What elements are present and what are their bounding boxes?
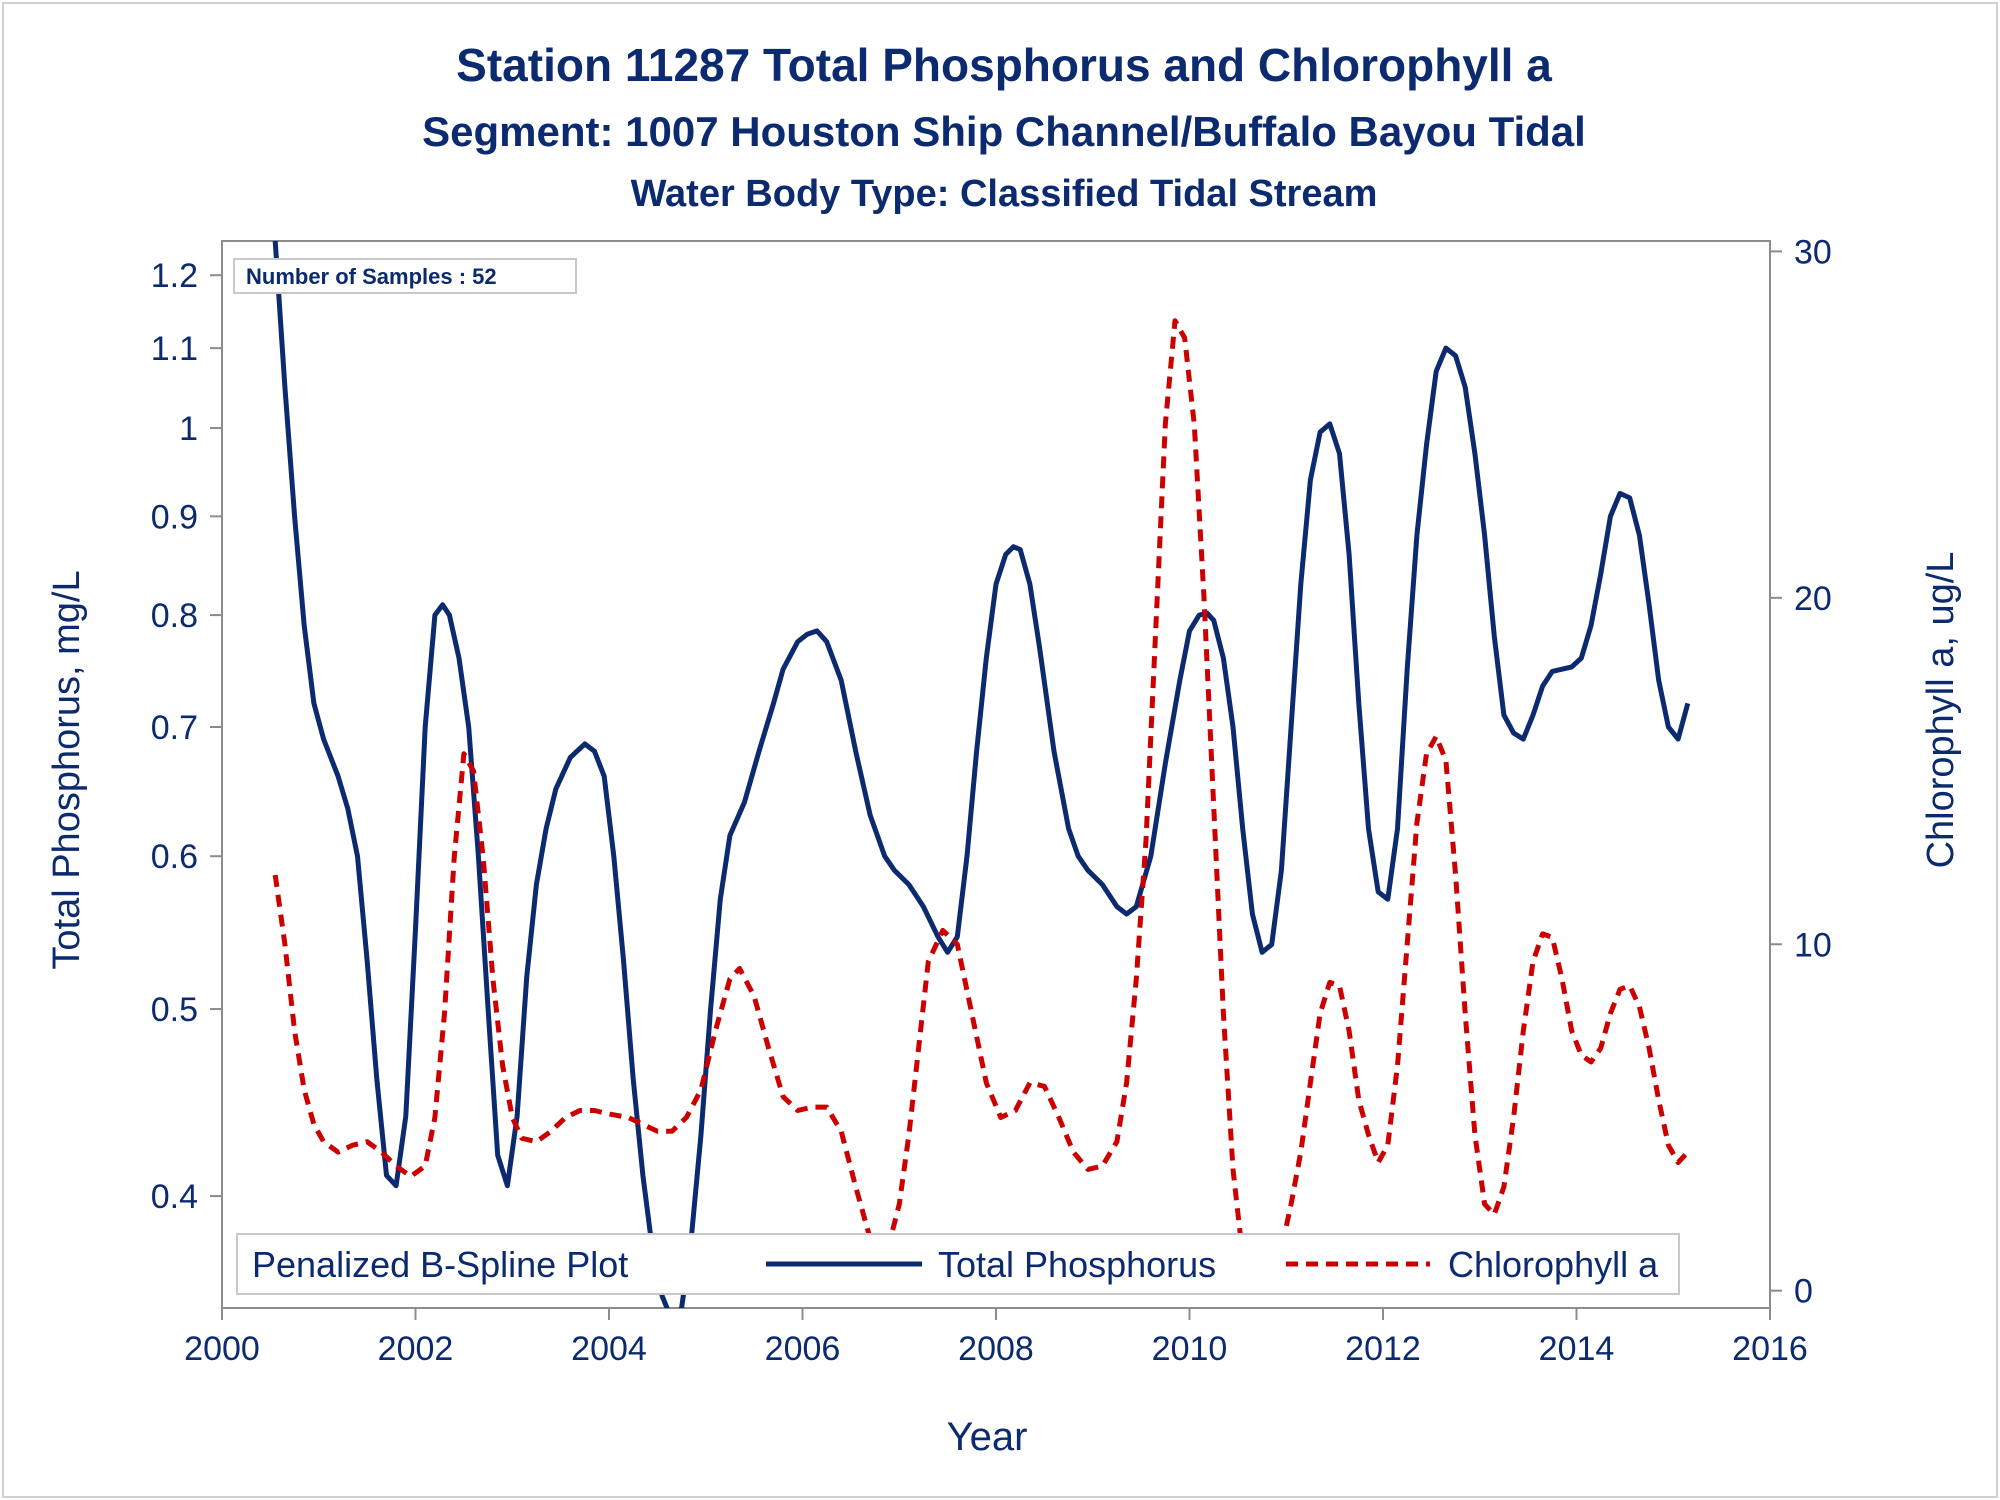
y-right-tick-label: 0 xyxy=(1794,1273,1813,1311)
x-tick-label: 2008 xyxy=(958,1330,1034,1368)
chart-subtitle: Segment: 1007 Houston Ship Channel/Buffa… xyxy=(422,108,1586,155)
y-left-tick-label: 0.9 xyxy=(151,498,198,536)
y-left-tick-label: 0.5 xyxy=(151,991,198,1029)
samples-inset-box xyxy=(233,258,577,294)
y-left-tick-label: 0.6 xyxy=(151,838,198,876)
y-left-tick-label: 0.7 xyxy=(151,709,198,747)
y-left-tick-label: 0.4 xyxy=(151,1178,198,1216)
chart-title: Station 11287 Total Phosphorus and Chlor… xyxy=(456,39,1552,91)
y-right-tick-label: 30 xyxy=(1794,233,1832,271)
series-line-chlorophyll-a xyxy=(272,318,1690,1294)
legend-label-total-phosphorus: Total Phosphorus xyxy=(938,1244,1216,1285)
samples-count-label: Number of Samples : 52 xyxy=(246,264,497,289)
y-left-tick-label: 1.1 xyxy=(151,330,198,368)
y-right-tick-label: 20 xyxy=(1794,580,1832,618)
x-axis-label: Year xyxy=(947,1415,1028,1459)
x-tick-label: 2002 xyxy=(378,1330,454,1368)
y-axis-right-label: Chlorophyll a, ug/L xyxy=(1920,552,1962,869)
y-left-tick-label: 0.8 xyxy=(151,597,198,635)
y-left-tick-label: 1 xyxy=(179,410,198,448)
x-tick-label: 2004 xyxy=(571,1330,647,1368)
y-left-tick-label: 1.2 xyxy=(151,257,198,295)
samples-inset: Number of Samples : 52 xyxy=(233,258,577,294)
x-tick-label: 2012 xyxy=(1345,1330,1421,1368)
plot-frame xyxy=(221,240,1771,1309)
x-tick-label: 2000 xyxy=(184,1330,260,1368)
y-axis-left-label: Total Phosphorus, mg/L xyxy=(46,570,88,969)
plot-area: 2000 2002 2004 2006 2008 2010 2012 2014 20160.40… xyxy=(151,233,1832,1368)
series-line-total-phosphorus xyxy=(272,241,1691,1308)
x-tick-label: 2010 xyxy=(1152,1330,1228,1368)
x-tick-label: 2014 xyxy=(1539,1330,1615,1368)
legend-label-chlorophyll: Chlorophyll a xyxy=(1448,1244,1659,1285)
chart-subtitle-2: Water Body Type: Classified Tidal Stream xyxy=(631,173,1378,215)
x-tick-label: 2016 xyxy=(1732,1330,1808,1368)
legend-box xyxy=(236,1233,1680,1295)
legend: Penalized B-Spline Plot Total Phosphorus… xyxy=(236,1233,1680,1295)
y-right-tick-label: 10 xyxy=(1794,926,1832,964)
x-tick-label: 2006 xyxy=(765,1330,841,1368)
legend-title: Penalized B-Spline Plot xyxy=(252,1244,628,1285)
